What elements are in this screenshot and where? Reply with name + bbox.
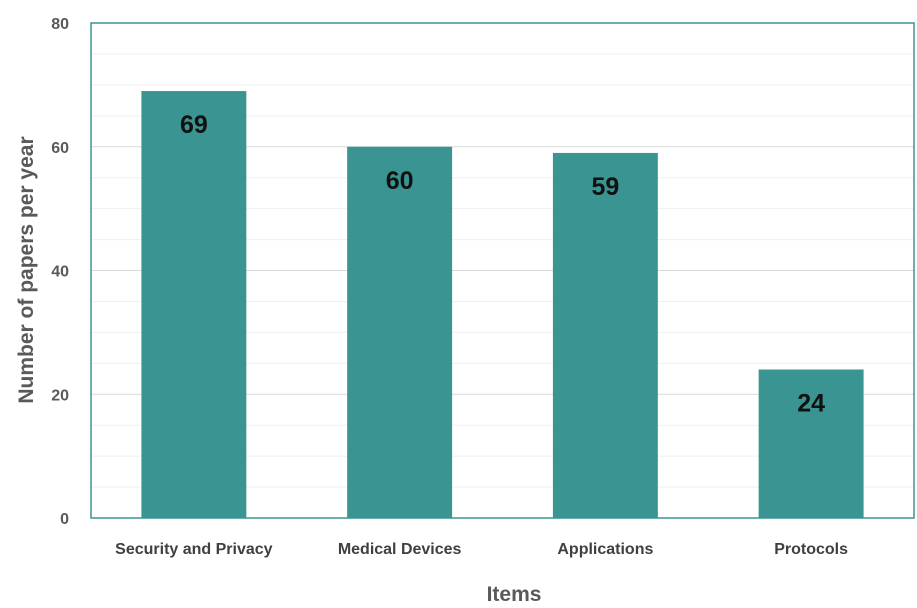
bars bbox=[141, 91, 864, 518]
data-labels: 69 60 59 24 bbox=[180, 111, 825, 417]
y-tick-label: 60 bbox=[51, 140, 69, 157]
y-axis-title: Number of papers per year bbox=[15, 136, 38, 403]
plot-area-border bbox=[90, 22, 915, 519]
y-tick-label: 20 bbox=[51, 387, 69, 404]
x-category-label: Medical Devices bbox=[338, 541, 462, 558]
y-axis-ticks: 0 20 40 60 80 bbox=[51, 16, 69, 528]
bar bbox=[552, 152, 658, 518]
bar bbox=[141, 91, 247, 518]
x-category-label: Protocols bbox=[774, 541, 848, 558]
x-category-label: Applications bbox=[557, 541, 653, 558]
x-axis-title: Items bbox=[487, 583, 542, 603]
y-tick-label: 80 bbox=[51, 16, 69, 33]
bar bbox=[758, 369, 864, 518]
data-label: 24 bbox=[797, 390, 825, 418]
bar bbox=[347, 146, 453, 518]
y-tick-label: 0 bbox=[60, 511, 69, 528]
y-tick-label: 40 bbox=[51, 264, 69, 281]
data-label: 69 bbox=[180, 111, 208, 139]
data-label: 59 bbox=[591, 173, 619, 201]
x-category-label: Security and Privacy bbox=[115, 541, 273, 558]
x-axis-categories: Security and Privacy Medical Devices Appli… bbox=[115, 541, 848, 558]
data-label: 60 bbox=[386, 167, 414, 195]
